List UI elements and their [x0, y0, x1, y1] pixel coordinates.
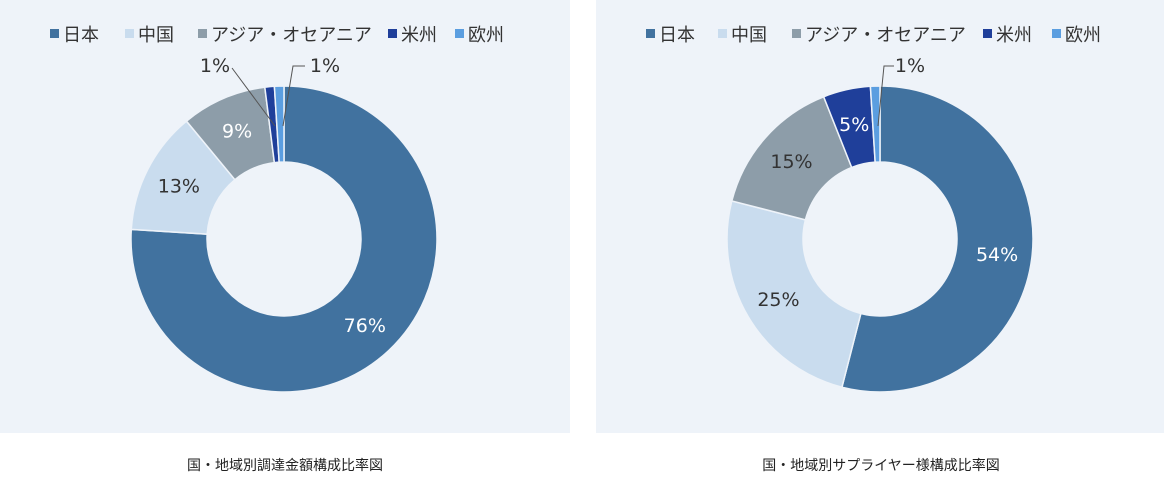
legend-swatch [1052, 29, 1061, 38]
chart-caption-suppliers: 国・地域別サプライヤー様構成比率図 [762, 458, 1000, 474]
legend-item: 中国 [718, 25, 767, 46]
donut-slice-category-4 [869, 85, 881, 163]
legend-label: 中国 [138, 25, 174, 46]
donut-slices [130, 85, 438, 393]
chart-legend: 日本 中国 アジア・オセアニア 米州 欧州 [50, 25, 504, 46]
donut-slice-category-4 [273, 85, 285, 163]
data-label: 13% [158, 175, 200, 197]
legend-item: アジア・オセアニア [792, 25, 966, 46]
legend-label: 米州 [401, 25, 437, 46]
legend-swatch [646, 29, 655, 38]
chart-panel-procurement: 日本 中国 アジア・オセアニア 米州 欧州 76% 13% 9% 1% 1% [0, 0, 570, 433]
data-label: 1% [310, 55, 340, 77]
data-label: 15% [770, 151, 812, 173]
data-label: 76% [344, 315, 386, 337]
legend-label: アジア・オセアニア [211, 25, 372, 46]
legend-label: 中国 [731, 25, 767, 46]
legend-swatch [198, 29, 207, 38]
data-label: 54% [976, 244, 1018, 266]
donut-slice-category-0 [130, 85, 438, 393]
donut-slices [726, 85, 1034, 393]
chart-panel-suppliers: 日本 中国 アジア・オセアニア 米州 欧州 54% 25% 15% 5% 1% [596, 0, 1164, 433]
legend-swatch [388, 29, 397, 38]
legend-item: 欧州 [1052, 25, 1101, 46]
donut-chart-procurement: 日本 中国 アジア・オセアニア 米州 欧州 76% 13% 9% 1% 1% [50, 25, 504, 393]
donut-slice-category-1 [726, 200, 862, 389]
legend-swatch [792, 29, 801, 38]
legend-item: 欧州 [455, 25, 504, 46]
chart-legend: 日本 中国 アジア・オセアニア 米州 欧州 [646, 25, 1101, 46]
legend-label: 日本 [659, 25, 695, 46]
donut-chart-suppliers: 日本 中国 アジア・オセアニア 米州 欧州 54% 25% 15% 5% 1% [646, 25, 1101, 393]
legend-swatch [125, 29, 134, 38]
data-label: 9% [222, 121, 252, 143]
chart-caption-procurement: 国・地域別調達金額構成比率図 [187, 458, 383, 474]
legend-item: 中国 [125, 25, 174, 46]
legend-item: 日本 [50, 25, 99, 46]
legend-label: 欧州 [1065, 25, 1101, 46]
legend-label: 日本 [63, 25, 99, 46]
callout-line [231, 67, 276, 127]
callout-line [282, 65, 305, 127]
data-label: 1% [200, 55, 230, 77]
legend-swatch [455, 29, 464, 38]
callout-line [877, 65, 894, 127]
legend-label: アジア・オセアニア [805, 25, 966, 46]
data-label: 5% [839, 114, 869, 136]
legend-item: アジア・オセアニア [198, 25, 372, 46]
donut-slice-category-0 [841, 85, 1034, 393]
legend-swatch [983, 29, 992, 38]
legend-label: 米州 [996, 25, 1032, 46]
legend-swatch [718, 29, 727, 38]
legend-label: 欧州 [468, 25, 504, 46]
legend-item: 米州 [388, 25, 437, 46]
data-label: 25% [757, 289, 799, 311]
legend-item: 米州 [983, 25, 1032, 46]
legend-swatch [50, 29, 59, 38]
legend-item: 日本 [646, 25, 695, 46]
data-label: 1% [895, 55, 925, 77]
